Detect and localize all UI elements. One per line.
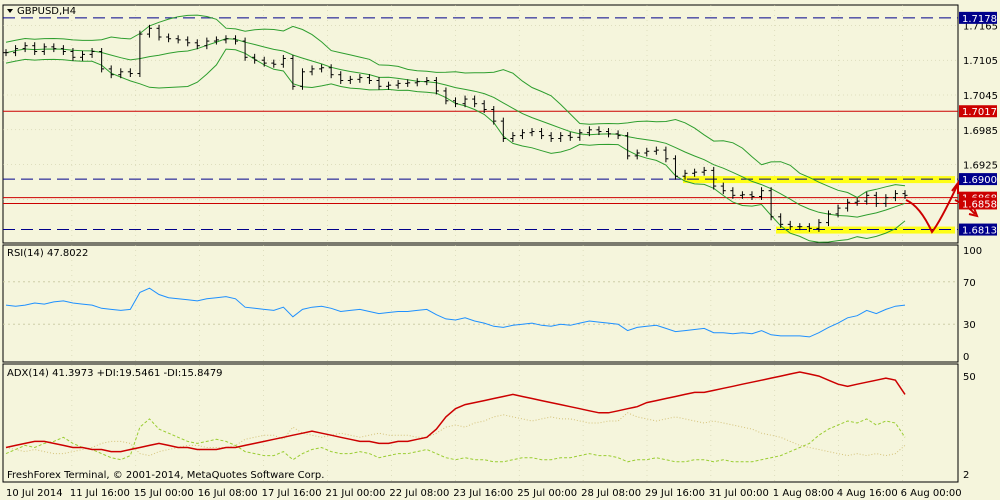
di-plus-series xyxy=(5,418,906,463)
time-tick-label: 22 Jul 08:00 xyxy=(389,488,449,499)
rsi-line xyxy=(5,287,906,338)
adx-tick-label: 2 xyxy=(963,470,969,481)
price-tick-label: 1.7105 xyxy=(963,56,998,67)
adx-lines xyxy=(5,371,906,463)
price-tick-label: 1.7045 xyxy=(963,91,998,102)
upper-band xyxy=(5,14,906,199)
copyright-text: FreshForex Terminal, © 2001-2014, MetaQu… xyxy=(7,470,324,481)
support-highlight xyxy=(776,226,955,234)
time-tick-label: 4 Aug 16:00 xyxy=(837,488,898,499)
forecast-arrowhead xyxy=(951,180,959,194)
time-tick-label: 10 Jul 2014 xyxy=(6,488,63,499)
candles xyxy=(3,24,908,232)
adx-pane xyxy=(2,363,959,483)
time-tick-label: 15 Jul 00:00 xyxy=(134,488,194,499)
rsi-series xyxy=(5,287,906,338)
rsi-tick-label: 30 xyxy=(963,320,976,331)
chart-title: GBPUSD,H4 xyxy=(17,6,76,17)
price-tag xyxy=(959,223,997,236)
di-minus-series xyxy=(5,412,906,457)
price-tag xyxy=(959,173,997,186)
price-tag-label: 1.6813 xyxy=(962,226,997,237)
time-tick-label: 21 Jul 00:00 xyxy=(326,488,386,499)
time-tick-label: 6 Aug 00:00 xyxy=(901,488,962,499)
price-pane xyxy=(2,4,959,244)
price-tag-label: 1.7178 xyxy=(962,14,997,25)
price-tick-label: 1.7165 xyxy=(963,21,998,32)
price-tag-label: 1.6858 xyxy=(962,199,997,210)
price-tick-label: 1.6925 xyxy=(963,161,998,172)
time-tick-label: 1 Aug 08:00 xyxy=(773,488,834,499)
price-tick-label: 1.6985 xyxy=(963,126,998,137)
time-tick-label: 25 Jul 00:00 xyxy=(517,488,577,499)
time-tick-label: 17 Jul 16:00 xyxy=(262,488,322,499)
price-tag-label: 1.6900 xyxy=(962,175,997,186)
time-tick-label: 23 Jul 16:00 xyxy=(453,488,513,499)
price-tag xyxy=(959,197,997,210)
grid xyxy=(3,5,958,482)
time-tick-label: 11 Jul 16:00 xyxy=(70,488,130,499)
rsi-title: RSI(14) 47.8022 xyxy=(7,248,88,259)
y-axis: 1.71651.71051.70451.69851.69251.68651007… xyxy=(959,11,998,481)
price-levels xyxy=(3,17,958,234)
x-axis: 10 Jul 2014 11 Jul 16:00 15 Jul 00:00 16 Ju… xyxy=(6,488,962,499)
dropdown-triangle-icon[interactable] xyxy=(7,9,13,13)
rsi-tick-label: 100 xyxy=(963,246,982,257)
adx-tick-label: 50 xyxy=(963,372,976,383)
rsi-pane xyxy=(2,244,959,363)
rsi-tick-label: 70 xyxy=(963,278,976,289)
time-tick-label: 29 Jul 16:00 xyxy=(645,488,705,499)
price-tag xyxy=(959,11,997,24)
time-tick-label: 16 Jul 08:00 xyxy=(198,488,258,499)
price-tag-label: 1.7017 xyxy=(962,107,997,118)
time-tick-label: 28 Jul 08:00 xyxy=(581,488,641,499)
price-tag xyxy=(959,105,997,118)
middle-band xyxy=(5,38,906,218)
symbol-menu[interactable]: GBPUSD,H4 xyxy=(7,6,76,17)
forecast-path xyxy=(905,185,958,234)
adx-title: ADX(14) 41.3973 +DI:19.5461 -DI:15.8479 xyxy=(7,368,223,379)
rsi-tick-label: 0 xyxy=(963,352,969,363)
forecast-drop-head xyxy=(968,207,979,218)
time-tick-label: 31 Jul 00:00 xyxy=(709,488,769,499)
adx-series xyxy=(5,371,906,453)
